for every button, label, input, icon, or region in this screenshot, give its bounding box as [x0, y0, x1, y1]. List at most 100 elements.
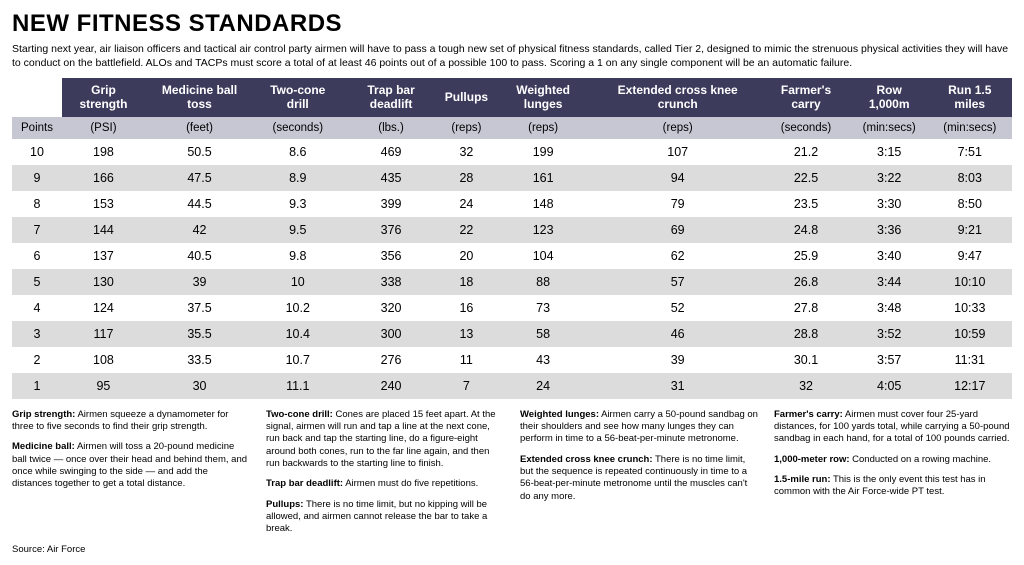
table-cell: 3:15: [851, 139, 928, 165]
column-unit: (lbs.): [341, 117, 440, 139]
table-cell: 79: [594, 191, 761, 217]
table-cell: 276: [341, 347, 440, 373]
column-header: Extended cross knee crunch: [594, 78, 761, 116]
column-unit: Points: [12, 117, 62, 139]
table-cell: 435: [341, 165, 440, 191]
table-cell: 8:03: [928, 165, 1012, 191]
table-cell: 40.5: [145, 243, 254, 269]
table-cell: 30.1: [761, 347, 851, 373]
description-text: Airmen must do five repetitions.: [343, 478, 478, 489]
column-unit: (seconds): [761, 117, 851, 139]
table-cell: 3: [12, 321, 62, 347]
table-cell: 21.2: [761, 139, 851, 165]
table-cell: 161: [492, 165, 594, 191]
column-header: Row 1,000m: [851, 78, 928, 116]
column-header: Grip strength: [62, 78, 145, 116]
table-cell: 73: [492, 295, 594, 321]
table-cell: 88: [492, 269, 594, 295]
column-unit: (reps): [492, 117, 594, 139]
table-cell: 7: [12, 217, 62, 243]
table-cell: 42: [145, 217, 254, 243]
table-cell: 26.8: [761, 269, 851, 295]
table-row: 412437.510.232016735227.83:4810:33: [12, 295, 1012, 321]
table-cell: 94: [594, 165, 761, 191]
description-item: Two-cone drill: Cones are placed 15 feet…: [266, 409, 504, 471]
table-cell: 12:17: [928, 373, 1012, 399]
description-label: Grip strength:: [12, 409, 75, 420]
table-cell: 28: [441, 165, 492, 191]
table-cell: 199: [492, 139, 594, 165]
fitness-standards-table: Grip strengthMedicine ball tossTwo-cone …: [12, 78, 1012, 398]
description-item: Weighted lunges: Airmen carry a 50-pound…: [520, 409, 758, 446]
table-cell: 46: [594, 321, 761, 347]
table-cell: 2: [12, 347, 62, 373]
column-header: Run 1.5 miles: [928, 78, 1012, 116]
table-cell: 10: [12, 139, 62, 165]
table-cell: 3:52: [851, 321, 928, 347]
table-cell: 11.1: [254, 373, 341, 399]
description-item: Extended cross knee crunch: There is no …: [520, 454, 758, 503]
table-cell: 27.8: [761, 295, 851, 321]
table-cell: 3:40: [851, 243, 928, 269]
table-cell: 8.6: [254, 139, 341, 165]
page-title: NEW FITNESS STANDARDS: [12, 10, 1012, 38]
descriptions-block: Grip strength: Airmen squeeze a dynamome…: [12, 409, 1012, 536]
table-cell: 16: [441, 295, 492, 321]
column-unit: (min:secs): [928, 117, 1012, 139]
column-header: Pullups: [441, 78, 492, 116]
column-unit: (reps): [594, 117, 761, 139]
table-cell: 130: [62, 269, 145, 295]
table-cell: 50.5: [145, 139, 254, 165]
table-cell: 10:33: [928, 295, 1012, 321]
table-cell: 9: [12, 165, 62, 191]
table-cell: 39: [145, 269, 254, 295]
table-cell: 24: [441, 191, 492, 217]
table-cell: 5: [12, 269, 62, 295]
table-cell: 30: [145, 373, 254, 399]
table-cell: 3:48: [851, 295, 928, 321]
table-cell: 10.4: [254, 321, 341, 347]
table-cell: 117: [62, 321, 145, 347]
table-cell: 166: [62, 165, 145, 191]
table-cell: 3:22: [851, 165, 928, 191]
table-cell: 10.2: [254, 295, 341, 321]
table-cell: 32: [761, 373, 851, 399]
table-cell: 9.3: [254, 191, 341, 217]
table-row: 1019850.58.64693219910721.23:157:51: [12, 139, 1012, 165]
table-cell: 3:57: [851, 347, 928, 373]
table-cell: 144: [62, 217, 145, 243]
table-cell: 11:31: [928, 347, 1012, 373]
table-cell: 37.5: [145, 295, 254, 321]
column-unit: (reps): [441, 117, 492, 139]
table-cell: 24: [492, 373, 594, 399]
column-header: Trap bar deadlift: [341, 78, 440, 116]
table-cell: 8:50: [928, 191, 1012, 217]
table-cell: 44.5: [145, 191, 254, 217]
table-cell: 13: [441, 321, 492, 347]
table-cell: 107: [594, 139, 761, 165]
table-cell: 123: [492, 217, 594, 243]
column-header: Medicine ball toss: [145, 78, 254, 116]
table-units-row: Points(PSI)(feet)(seconds)(lbs.)(reps)(r…: [12, 117, 1012, 139]
column-header: Farmer's carry: [761, 78, 851, 116]
table-cell: 399: [341, 191, 440, 217]
table-cell: 3:30: [851, 191, 928, 217]
table-cell: 25.9: [761, 243, 851, 269]
table-header-row: Grip strengthMedicine ball tossTwo-cone …: [12, 78, 1012, 116]
intro-text: Starting next year, air liaison officers…: [12, 42, 1012, 70]
column-unit: (PSI): [62, 117, 145, 139]
description-item: Grip strength: Airmen squeeze a dynamome…: [12, 409, 250, 434]
table-cell: 20: [441, 243, 492, 269]
table-row: 815344.59.3399241487923.53:308:50: [12, 191, 1012, 217]
description-label: 1.5-mile run:: [774, 474, 831, 485]
table-cell: 28.8: [761, 321, 851, 347]
table-cell: 104: [492, 243, 594, 269]
column-unit: (seconds): [254, 117, 341, 139]
source-text: Source: Air Force: [12, 544, 1012, 555]
table-row: 613740.59.8356201046225.93:409:47: [12, 243, 1012, 269]
table-cell: 10: [254, 269, 341, 295]
table-cell: 31: [594, 373, 761, 399]
table-cell: 11: [441, 347, 492, 373]
description-label: Extended cross knee crunch:: [520, 454, 653, 465]
table-body: 1019850.58.64693219910721.23:157:5191664…: [12, 139, 1012, 399]
